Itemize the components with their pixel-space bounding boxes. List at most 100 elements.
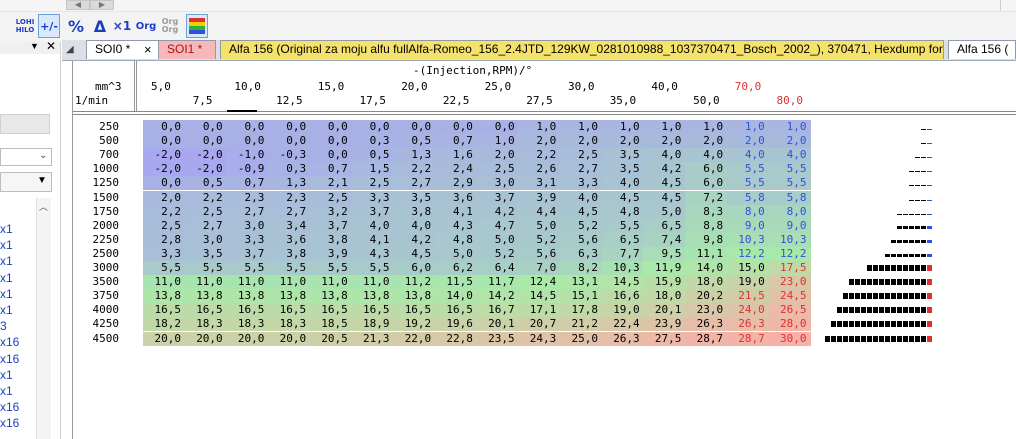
map-cell[interactable]: 23,9: [643, 317, 686, 332]
map-cell[interactable]: 6,2: [434, 261, 477, 275]
map-cell[interactable]: 3,7: [309, 218, 352, 233]
map-cell[interactable]: 8,3: [685, 204, 728, 219]
sidebar-list-item[interactable]: x1: [0, 384, 13, 398]
original-diff-button[interactable]: Org Org: [158, 14, 182, 38]
lohi-hilo-button[interactable]: LOHI HILO: [14, 14, 36, 38]
map-cell[interactable]: 5,5: [143, 261, 185, 275]
sidebar-list-item[interactable]: x16: [0, 351, 20, 366]
map-cell[interactable]: 6,0: [685, 162, 728, 177]
tab-scroll-left-icon[interactable]: ◢: [66, 44, 74, 55]
map-cell[interactable]: 4,1: [434, 204, 477, 219]
map-cell[interactable]: 5,5: [768, 162, 811, 177]
map-cell[interactable]: 5,2: [476, 246, 519, 261]
map-cell[interactable]: 4,0: [393, 218, 436, 233]
map-cell[interactable]: 6,4: [476, 261, 519, 275]
map-cell[interactable]: 4,0: [685, 148, 728, 163]
map-cell[interactable]: 0,0: [143, 134, 185, 149]
map-cell[interactable]: 3,3: [226, 232, 269, 247]
map-cell[interactable]: 5,6: [518, 246, 561, 261]
map-cell[interactable]: 11,0: [309, 275, 352, 290]
map-cell[interactable]: 26,3: [685, 317, 728, 332]
sidebar-dropdown-1[interactable]: ⌄: [0, 148, 52, 166]
map-cell[interactable]: 0,3: [268, 162, 311, 177]
map-cell[interactable]: -1,0: [226, 148, 269, 163]
map-cell[interactable]: 4,3: [434, 218, 477, 233]
map-cell[interactable]: 6,5: [643, 218, 686, 233]
map-cell[interactable]: 3,0: [476, 176, 519, 191]
map-cell[interactable]: 16,5: [226, 303, 269, 318]
map-cell[interactable]: 9,0: [726, 218, 769, 233]
map-cell[interactable]: 3,1: [518, 176, 561, 191]
map-cell[interactable]: 1,3: [268, 176, 311, 191]
map-cell[interactable]: 26,3: [726, 317, 769, 332]
map-cell[interactable]: 3,9: [518, 190, 561, 205]
map-cell[interactable]: 10,3: [726, 232, 769, 247]
map-cell[interactable]: 5,5: [268, 261, 311, 275]
map-cell[interactable]: 5,5: [601, 218, 644, 233]
map-cell[interactable]: 3,6: [434, 190, 477, 205]
map-cell[interactable]: 0,0: [309, 148, 352, 163]
map-cell[interactable]: 3,5: [601, 148, 644, 163]
map-cell[interactable]: 26,5: [768, 303, 811, 318]
map-cell[interactable]: 3,8: [268, 246, 311, 261]
map-cell[interactable]: 16,5: [351, 303, 394, 318]
map-cell[interactable]: 4,0: [351, 218, 394, 233]
map-cell[interactable]: 11,0: [226, 275, 269, 290]
map-cell[interactable]: 3,9: [309, 246, 352, 261]
tab-soi1[interactable]: SOI1 *: [158, 40, 216, 59]
map-cell[interactable]: 3,5: [393, 190, 436, 205]
map-cell[interactable]: 22,8: [434, 331, 477, 346]
map-cell[interactable]: 1,3: [393, 148, 436, 163]
map-cell[interactable]: 4,2: [393, 232, 436, 247]
sidebar-list-item[interactable]: 3: [0, 319, 7, 334]
map-cell[interactable]: 28,7: [726, 331, 769, 346]
map-cell[interactable]: 4,4: [518, 204, 561, 219]
map-cell[interactable]: 2,4: [434, 162, 477, 177]
map-cell[interactable]: 17,1: [518, 303, 561, 318]
nav-back-icon[interactable]: ◀: [66, 0, 90, 10]
map-cell[interactable]: -0,9: [226, 162, 269, 177]
map-cell[interactable]: 2,0: [143, 190, 185, 205]
map-cell[interactable]: 2,5: [309, 190, 352, 205]
map-cell[interactable]: 3,6: [268, 232, 311, 247]
map-cell[interactable]: 13,1: [560, 275, 602, 290]
map-cell[interactable]: 7,4: [643, 232, 686, 247]
map-cell[interactable]: -2,0: [143, 162, 185, 177]
map-cell[interactable]: 20,0: [184, 331, 227, 346]
delta-button[interactable]: Δ: [90, 14, 110, 38]
map-cell[interactable]: 1,0: [518, 120, 561, 134]
map-cell[interactable]: 6,3: [560, 246, 602, 261]
sidebar-list-item[interactable]: x16: [0, 335, 20, 350]
map-cell[interactable]: 18,0: [643, 289, 686, 304]
map-cell[interactable]: 20,1: [476, 317, 519, 332]
map-cell[interactable]: 20,7: [518, 317, 561, 332]
map-cell[interactable]: 9,5: [643, 246, 686, 261]
map-cell[interactable]: 0,0: [184, 120, 227, 134]
map-cell[interactable]: 15,9: [643, 275, 686, 290]
map-cell[interactable]: 4,7: [476, 218, 519, 233]
map-cell[interactable]: 2,5: [476, 162, 519, 177]
map-cell[interactable]: 3,0: [226, 218, 269, 233]
sidebar-menu-arrow-icon[interactable]: ▼: [30, 41, 39, 51]
map-cell[interactable]: 4,5: [643, 190, 686, 205]
map-cell[interactable]: -2,0: [184, 162, 227, 177]
map-cell[interactable]: 6,0: [685, 176, 728, 191]
map-cell[interactable]: 16,7: [476, 303, 519, 318]
map-cell[interactable]: 18,3: [268, 317, 311, 332]
map-cell[interactable]: 11,0: [351, 275, 394, 290]
map-cell[interactable]: 5,0: [643, 204, 686, 219]
map-cell[interactable]: 0,0: [143, 176, 185, 191]
map-cell[interactable]: 0,5: [184, 176, 227, 191]
map-cell[interactable]: 22,0: [393, 331, 436, 346]
map-cell[interactable]: 0,0: [309, 120, 352, 134]
map-cell[interactable]: 22,4: [601, 317, 644, 332]
map-cell[interactable]: 0,7: [309, 162, 352, 177]
map-cell[interactable]: 2,3: [226, 190, 269, 205]
nav-forward-icon[interactable]: ▶: [90, 0, 114, 10]
map-cell[interactable]: 6,0: [393, 261, 436, 275]
map-cell[interactable]: 19,0: [601, 303, 644, 318]
map-cell[interactable]: 18,3: [184, 317, 227, 332]
map-cell[interactable]: 3,3: [351, 190, 394, 205]
map-cell[interactable]: 24,0: [726, 303, 769, 318]
map-cell[interactable]: 28,0: [768, 317, 811, 332]
